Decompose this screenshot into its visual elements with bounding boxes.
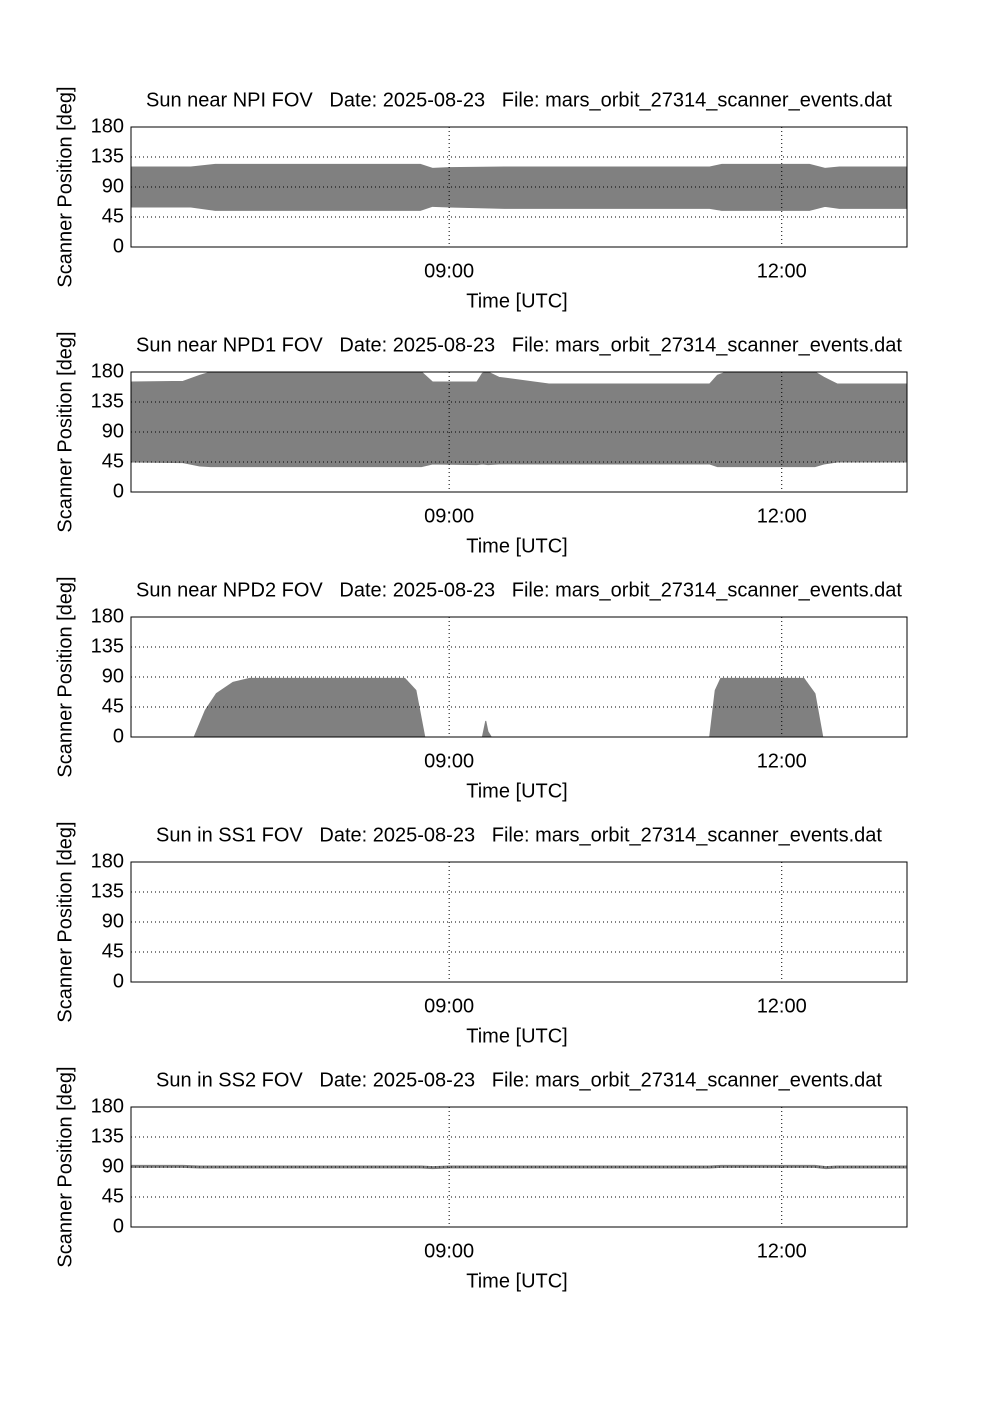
y-tick-label: 135 (91, 390, 124, 412)
chart-title: Sun in SS1 FOV Date: 2025-08-23 File: ma… (156, 824, 882, 846)
y-tick-label: 0 (113, 235, 124, 257)
chart-title: Sun in SS2 FOV Date: 2025-08-23 File: ma… (156, 1069, 882, 1091)
y-axis-label: Scanner Position [deg] (54, 821, 76, 1022)
y-tick-label: 90 (102, 420, 124, 442)
y-tick-label: 45 (102, 940, 124, 962)
range-area (131, 677, 907, 738)
y-axis-label: Scanner Position [deg] (54, 86, 76, 287)
y-tick-label: 90 (102, 175, 124, 197)
y-tick-label: 135 (91, 145, 124, 167)
plot-frame (130, 861, 908, 983)
x-tick-label: 12:00 (757, 260, 807, 282)
y-axis-label: Scanner Position [deg] (54, 331, 76, 532)
x-tick-label: 09:00 (424, 750, 474, 772)
y-tick-label: 180 (91, 850, 124, 872)
y-tick-label: 45 (102, 695, 124, 717)
y-tick-label: 135 (91, 1125, 124, 1147)
plot-frame (130, 616, 908, 738)
chart-title: Sun near NPD1 FOV Date: 2025-08-23 File:… (136, 334, 902, 356)
y-tick-label: 0 (113, 970, 124, 992)
y-axis-label: Scanner Position [deg] (54, 1066, 76, 1267)
x-tick-label: 09:00 (424, 260, 474, 282)
y-tick-label: 0 (113, 480, 124, 502)
plot-frame (130, 126, 908, 248)
y-tick-label: 180 (91, 1095, 124, 1117)
plot-frame (130, 371, 908, 493)
x-axis-label: Time [UTC] (466, 1270, 567, 1292)
y-tick-label: 45 (102, 450, 124, 472)
chart-title: Sun near NPI FOV Date: 2025-08-23 File: … (146, 89, 892, 111)
x-axis-label: Time [UTC] (466, 1025, 567, 1047)
y-axis-label: Scanner Position [deg] (54, 576, 76, 777)
y-tick-label: 0 (113, 725, 124, 747)
y-tick-label: 45 (102, 205, 124, 227)
range-area (130, 371, 908, 468)
y-tick-label: 90 (102, 910, 124, 932)
chart-title: Sun near NPD2 FOV Date: 2025-08-23 File:… (136, 579, 902, 601)
y-tick-label: 90 (102, 665, 124, 687)
y-tick-label: 90 (102, 1155, 124, 1177)
x-axis-label: Time [UTC] (466, 535, 567, 557)
x-tick-label: 09:00 (424, 995, 474, 1017)
y-tick-label: 180 (91, 360, 124, 382)
y-tick-label: 180 (91, 605, 124, 627)
plot-frame (130, 1106, 908, 1228)
x-tick-label: 12:00 (757, 750, 807, 772)
x-axis-label: Time [UTC] (466, 290, 567, 312)
y-tick-label: 135 (91, 880, 124, 902)
x-axis-label: Time [UTC] (466, 780, 567, 802)
x-tick-label: 09:00 (424, 1240, 474, 1262)
x-tick-label: 09:00 (424, 505, 474, 527)
x-tick-label: 12:00 (757, 995, 807, 1017)
x-tick-label: 12:00 (757, 505, 807, 527)
y-tick-label: 135 (91, 635, 124, 657)
y-tick-label: 45 (102, 1185, 124, 1207)
y-tick-label: 180 (91, 115, 124, 137)
x-tick-label: 12:00 (757, 1240, 807, 1262)
y-tick-label: 0 (113, 1215, 124, 1237)
